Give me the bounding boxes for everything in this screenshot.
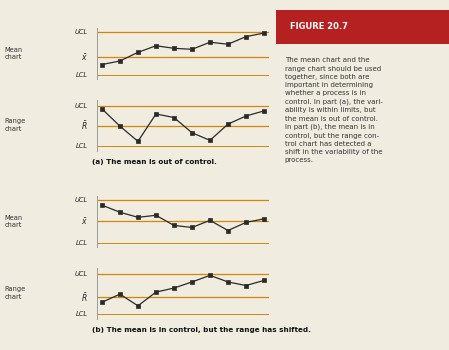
Text: $\bar{x}$: $\bar{x}$ bbox=[81, 52, 88, 63]
Text: LCL: LCL bbox=[75, 240, 88, 246]
Text: Mean
chart: Mean chart bbox=[4, 215, 22, 228]
Text: LCL: LCL bbox=[75, 144, 88, 149]
Text: (a) The mean is out of control.: (a) The mean is out of control. bbox=[92, 159, 217, 165]
Text: (b) The mean is in control, but the range has shifted.: (b) The mean is in control, but the rang… bbox=[92, 327, 311, 333]
Text: $\bar{R}$: $\bar{R}$ bbox=[81, 291, 88, 303]
Text: Mean
chart: Mean chart bbox=[4, 47, 22, 60]
Text: Range
chart: Range chart bbox=[4, 286, 26, 300]
Text: Range
chart: Range chart bbox=[4, 118, 26, 132]
Bar bbox=[276, 10, 449, 44]
Text: UCL: UCL bbox=[74, 271, 88, 277]
Text: FIGURE 20.7: FIGURE 20.7 bbox=[290, 22, 348, 31]
Text: $\bar{R}$: $\bar{R}$ bbox=[81, 120, 88, 133]
Text: UCL: UCL bbox=[74, 103, 88, 109]
Text: LCL: LCL bbox=[75, 312, 88, 317]
Text: UCL: UCL bbox=[74, 197, 88, 203]
Text: UCL: UCL bbox=[74, 29, 88, 35]
Text: $\bar{x}$: $\bar{x}$ bbox=[81, 216, 88, 227]
Text: LCL: LCL bbox=[75, 72, 88, 78]
Text: The mean chart and the
range chart should be used
together, since both are
impor: The mean chart and the range chart shoul… bbox=[285, 57, 383, 163]
